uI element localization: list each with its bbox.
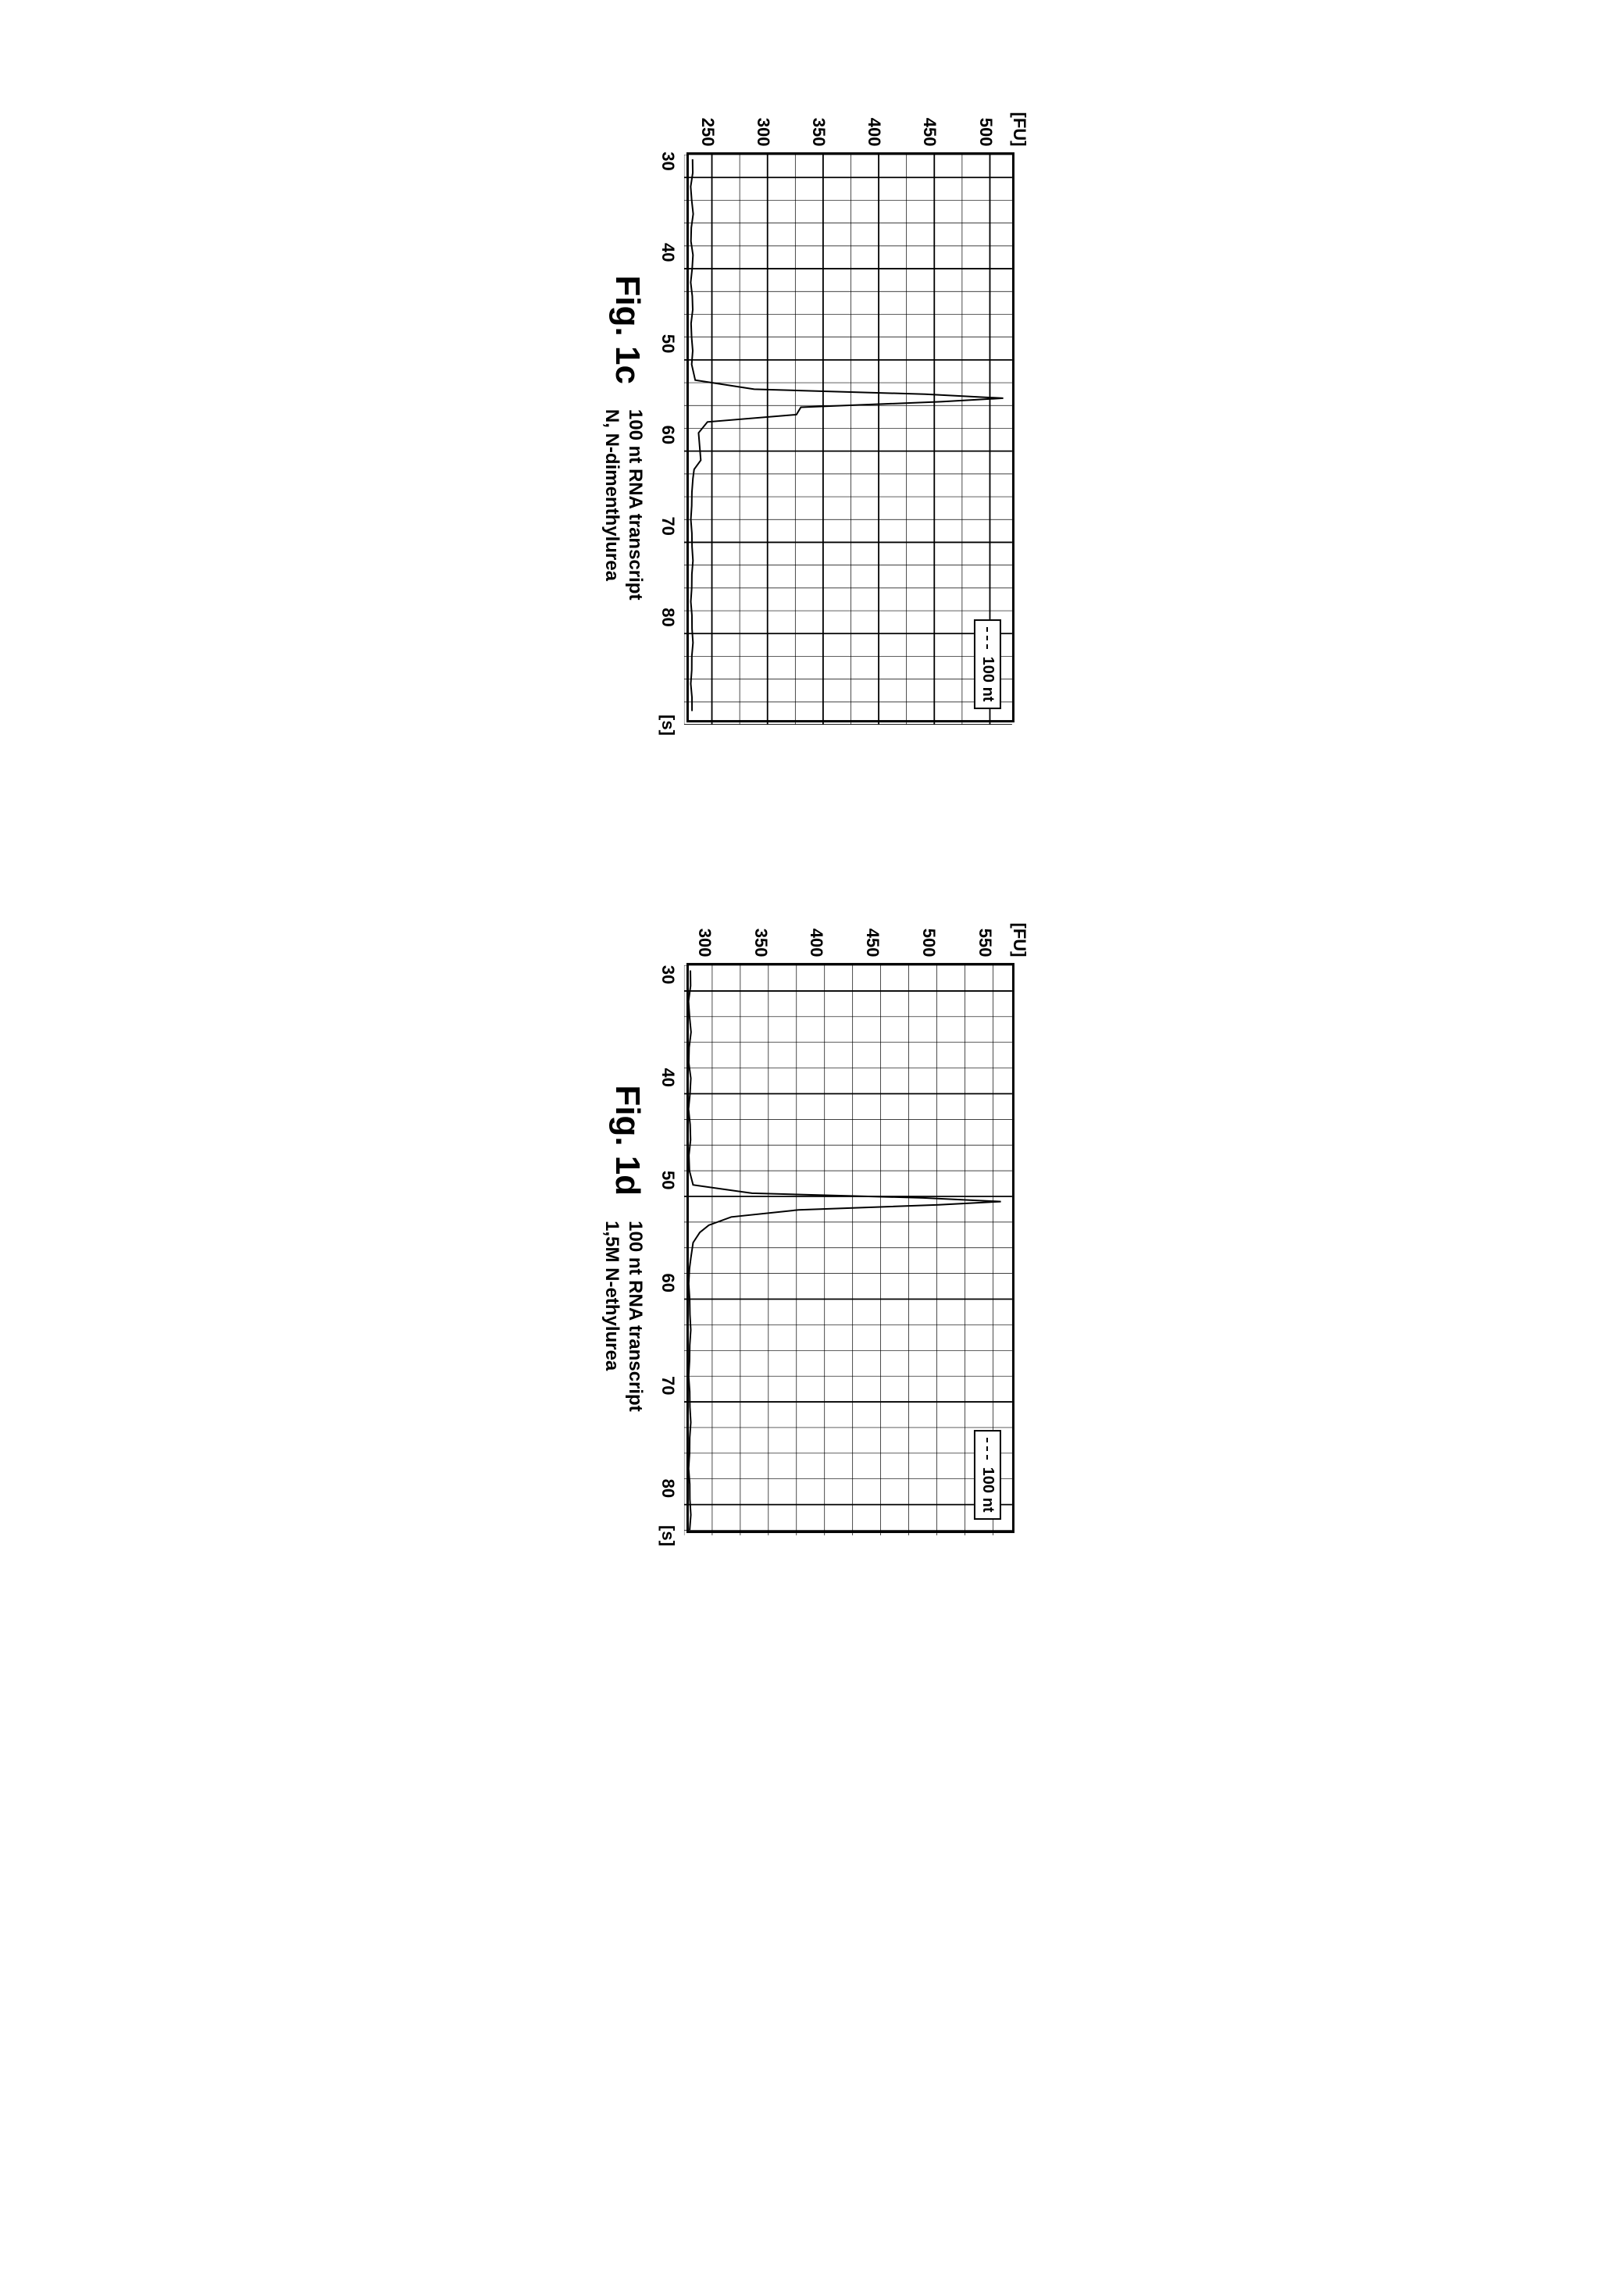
y-tick-labels-fig1c: 500 450 400 350 300 250 [680, 103, 1008, 146]
x-tick: 40 [657, 243, 677, 262]
figure-title-line2: 1,5M N-ethylurea [599, 1221, 622, 1412]
x-tick: 60 [657, 1274, 677, 1292]
x-tick-labels-fig1d: 30 40 50 60 70 80 [657, 950, 677, 1521]
y-tick: 500 [918, 929, 939, 957]
y-tick: 250 [697, 118, 717, 147]
figure-title-line2: N, N-dimenthylurea [599, 409, 622, 601]
y-tick: 300 [752, 118, 772, 147]
y-tick: 300 [694, 929, 714, 957]
plot-fig1c: 100 nt [686, 152, 1014, 722]
figure-label: Fig. 1c [607, 276, 646, 384]
y-unit-label: [FU] [1008, 914, 1029, 957]
plot-svg-fig1c [683, 155, 1011, 725]
plot-svg-fig1d [683, 965, 1011, 1535]
y-tick: 550 [975, 929, 995, 957]
x-axis-fig1c: 30 40 50 60 70 80 [s] [657, 140, 677, 736]
y-tick-labels-fig1d: 550 500 450 400 350 300 [680, 914, 1008, 957]
y-tick: 400 [864, 118, 884, 147]
y-axis: [FU] 500450400350300250 [680, 103, 1019, 152]
plot-fig1d: 100 nt [686, 963, 1014, 1533]
x-tick: 40 [657, 1068, 677, 1086]
x-axis-fig1d: 30 40 50 60 70 80 [s] [657, 950, 677, 1546]
legend-line-icon [986, 627, 988, 649]
x-unit-label: [s] [657, 715, 677, 736]
x-unit-label: [s] [657, 1525, 677, 1546]
chart-fig1d: [FU] 550500450400350300 100 nt [680, 914, 1019, 1533]
x-tick: 50 [657, 334, 677, 353]
y-tick: 400 [806, 929, 826, 957]
x-tick: 80 [657, 608, 677, 626]
x-tick: 60 [657, 426, 677, 444]
panel-fig1c: [FU] 500450400350300250 100 nt 304050607… [599, 91, 1019, 736]
y-tick: 450 [919, 118, 940, 147]
x-tick: 30 [657, 152, 677, 170]
x-tick: 30 [657, 965, 677, 984]
legend-label: 100 nt [978, 657, 996, 702]
y-tick: 500 [975, 118, 995, 147]
legend-label: 100 nt [978, 1467, 996, 1513]
figure-title: 100 nt RNA transcript 1,5M N-ethylurea [599, 1221, 646, 1412]
y-tick: 350 [750, 929, 770, 957]
figure-title-line1: 100 nt RNA transcript [622, 1221, 646, 1412]
legend-line-icon [986, 1438, 988, 1460]
figure-label: Fig. 1d [607, 1085, 646, 1196]
x-tick: 70 [657, 516, 677, 535]
panel-fig1d: [FU] 550500450400350300 100 nt 304050607… [599, 901, 1019, 1546]
chart-fig1c: [FU] 500450400350300250 100 nt [680, 103, 1019, 722]
x-tick-labels-fig1c: 30 40 50 60 70 80 [657, 140, 677, 710]
x-tick: 50 [657, 1171, 677, 1189]
legend-fig1c: 100 nt [973, 619, 1000, 710]
caption-fig1d: Fig. 1d 100 nt RNA transcript 1,5M N-eth… [599, 1085, 646, 1411]
x-tick: 70 [657, 1376, 677, 1395]
figure-title-line1: 100 nt RNA transcript [622, 409, 646, 601]
y-unit-label: [FU] [1008, 103, 1029, 146]
figure-title: 100 nt RNA transcript N, N-dimenthylurea [599, 409, 646, 601]
y-tick: 350 [808, 118, 828, 147]
y-tick: 450 [862, 929, 883, 957]
y-axis: [FU] 550500450400350300 [680, 914, 1019, 963]
caption-fig1c: Fig. 1c 100 nt RNA transcript N, N-dimen… [599, 276, 646, 601]
x-tick: 80 [657, 1479, 677, 1498]
legend-fig1d: 100 nt [973, 1430, 1000, 1521]
